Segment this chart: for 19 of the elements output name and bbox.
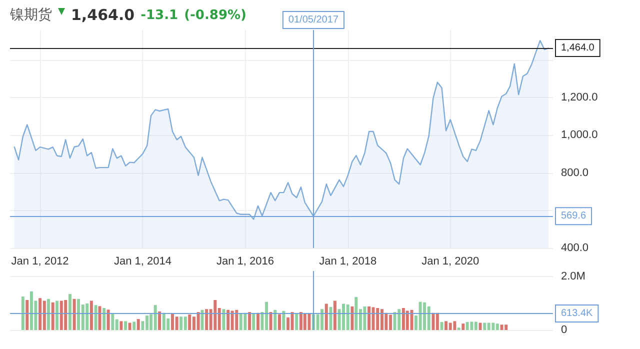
ref-line-label: 613.4K (561, 308, 594, 320)
y-tick-label: 400.0 (561, 242, 589, 254)
y-tick-label: 0 (561, 324, 568, 336)
x-tick-label: Jan 1, 2020 (422, 256, 480, 268)
y-tick-label: 1,200.0 (561, 92, 598, 104)
y-tick-label: 1,000.0 (561, 129, 598, 142)
y-tick-label: 2.0M (561, 270, 586, 282)
x-tick-label: Jan 1, 2018 (319, 256, 377, 268)
x-tick-label: Jan 1, 2012 (11, 256, 69, 268)
x-tick-label: Jan 1, 2016 (216, 256, 274, 268)
text: -13.1 (140, 8, 178, 22)
text: 1,464.0 (71, 6, 135, 24)
text: (-0.89%) (184, 8, 246, 22)
ref-line-label: 1,464.0 (561, 42, 595, 54)
x-tick-label: Jan 1, 2014 (114, 256, 172, 268)
y-tick-label: 800.0 (561, 166, 589, 179)
ref-line-label: 01/05/2017 (288, 14, 339, 26)
chart-title: 镍期货 (10, 6, 52, 24)
ref-line-label: 569.6 (561, 210, 586, 222)
